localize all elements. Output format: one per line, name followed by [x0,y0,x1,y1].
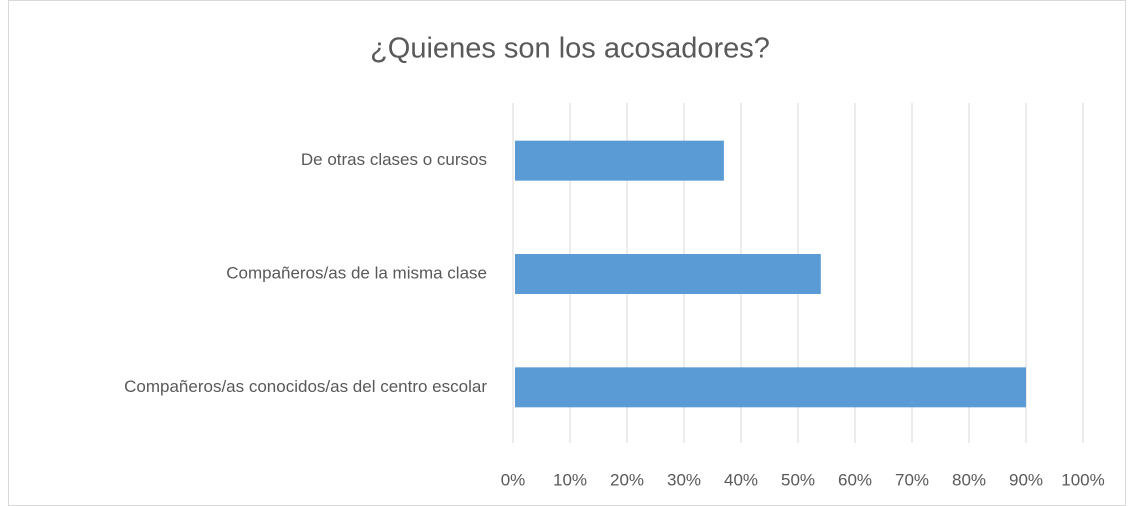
chart-title: ¿Quienes son los acosadores? [370,33,770,65]
bar [515,140,724,181]
x-tick-label: 50% [781,470,815,489]
x-tick-label: 10% [553,470,587,489]
x-tick-label: 90% [1009,470,1043,489]
x-tick-label: 100% [1061,470,1104,489]
x-tick-label: 20% [610,470,644,489]
bar [515,254,821,294]
x-tick-label: 40% [724,470,758,489]
y-tick-label: De otras clases o cursos [301,150,487,169]
chart-frame [8,0,1126,506]
x-tick-label: 30% [667,470,701,489]
x-tick-label: 70% [895,470,929,489]
x-tick-label: 0% [501,470,526,489]
y-tick-label: Compañeros/as conocidos/as del centro es… [124,377,487,396]
bar [515,367,1026,408]
x-tick-label: 60% [838,470,872,489]
x-tick-label: 80% [952,470,986,489]
y-tick-label: Compañeros/as de la misma clase [226,263,487,282]
